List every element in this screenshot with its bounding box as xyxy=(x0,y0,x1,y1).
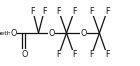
Text: F: F xyxy=(42,7,46,16)
Text: F: F xyxy=(105,7,109,16)
Text: O: O xyxy=(21,50,28,59)
Text: F: F xyxy=(89,7,94,16)
Text: F: F xyxy=(89,50,94,59)
Text: F: F xyxy=(31,7,35,16)
Text: methyl: methyl xyxy=(0,30,17,36)
Text: F: F xyxy=(105,50,109,59)
Text: F: F xyxy=(57,50,61,59)
Text: O: O xyxy=(80,29,87,37)
Text: F: F xyxy=(72,7,76,16)
Text: F: F xyxy=(72,50,76,59)
Text: O: O xyxy=(10,29,17,37)
Text: O: O xyxy=(49,29,55,37)
Text: F: F xyxy=(57,7,61,16)
